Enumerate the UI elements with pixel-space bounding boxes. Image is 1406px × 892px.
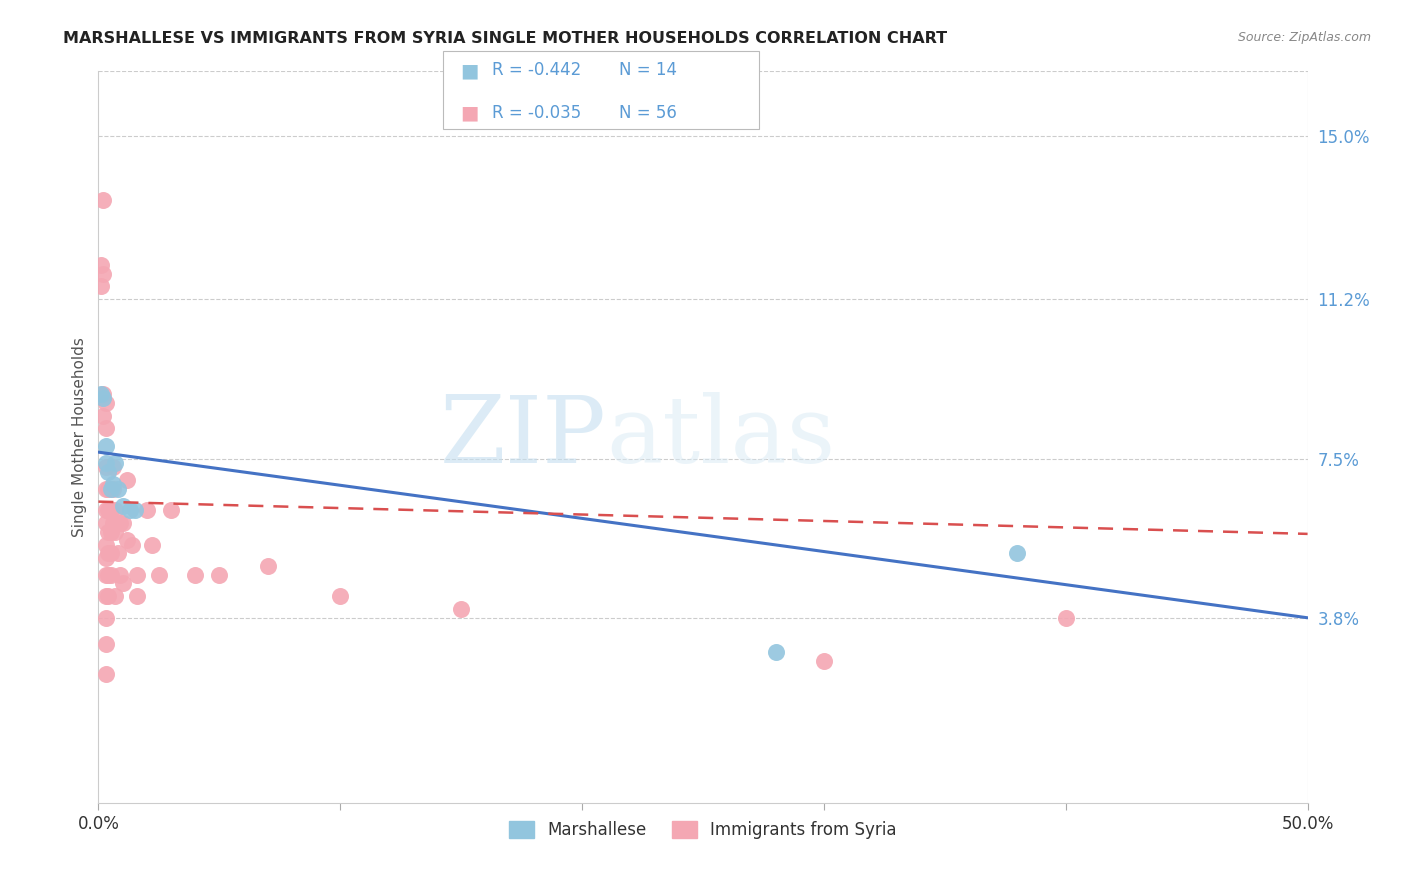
Point [94,611,117,625]
Text: Source: ZipAtlas.com: Source: ZipAtlas.com [1237,31,1371,45]
Point [765,645,787,659]
Point [91,392,114,406]
Y-axis label: Single Mother Households: Single Mother Households [72,337,87,537]
Text: N = 56: N = 56 [619,104,676,122]
Point [94,439,117,453]
Point [104,589,127,603]
Point [90,387,112,401]
Point [101,460,124,475]
Point [91,194,114,208]
Point [94,421,117,435]
Point [101,482,124,496]
Point [94,516,117,530]
Point [1054,611,1077,625]
Point [94,395,117,409]
Point [94,666,117,681]
Point [94,567,117,582]
Point [97,465,120,479]
Point [124,503,146,517]
Point [100,524,122,539]
Point [97,524,120,539]
Point [101,477,124,491]
Text: R = -0.442: R = -0.442 [492,62,581,79]
Point [91,409,114,423]
Point [160,503,183,517]
Point [117,473,139,487]
Point [94,589,117,603]
Point [111,576,134,591]
Text: N = 14: N = 14 [619,62,676,79]
Point [813,654,835,668]
Point [184,567,207,582]
Point [97,589,120,603]
Text: R = -0.035: R = -0.035 [492,104,581,122]
Text: MARSHALLESE VS IMMIGRANTS FROM SYRIA SINGLE MOTHER HOUSEHOLDS CORRELATION CHART: MARSHALLESE VS IMMIGRANTS FROM SYRIA SIN… [63,31,948,46]
Point [97,503,120,517]
Point [108,567,131,582]
Point [135,503,157,517]
Point [91,387,114,401]
Point [90,279,112,293]
Point [101,516,124,530]
Point [127,567,149,582]
Point [127,589,149,603]
Point [111,516,134,530]
Point [107,482,129,496]
Point [97,567,120,582]
Text: ■: ■ [460,61,478,80]
Point [100,482,122,496]
Point [148,567,170,582]
Point [108,516,131,530]
Point [94,637,117,651]
Point [104,503,127,517]
Point [118,503,141,517]
Point [94,503,117,517]
Legend: Marshallese, Immigrants from Syria: Marshallese, Immigrants from Syria [502,814,904,846]
Text: ■: ■ [460,103,478,123]
Point [141,538,163,552]
Text: atlas: atlas [606,392,835,482]
Point [111,499,134,513]
Point [97,482,120,496]
Point [104,524,127,539]
Point [107,546,129,560]
Point [121,538,143,552]
Point [100,567,122,582]
Point [104,456,127,470]
Point [329,589,352,603]
Point [256,559,278,574]
Point [94,550,117,565]
Text: ZIP: ZIP [440,392,606,482]
Point [117,533,139,548]
Point [94,538,117,552]
Point [97,546,120,560]
Point [91,267,114,281]
Point [450,602,472,616]
Point [1007,546,1029,560]
Point [90,258,112,272]
Point [94,460,117,475]
Point [100,546,122,560]
Point [94,482,117,496]
Point [100,503,122,517]
Point [208,567,231,582]
Point [94,456,117,470]
